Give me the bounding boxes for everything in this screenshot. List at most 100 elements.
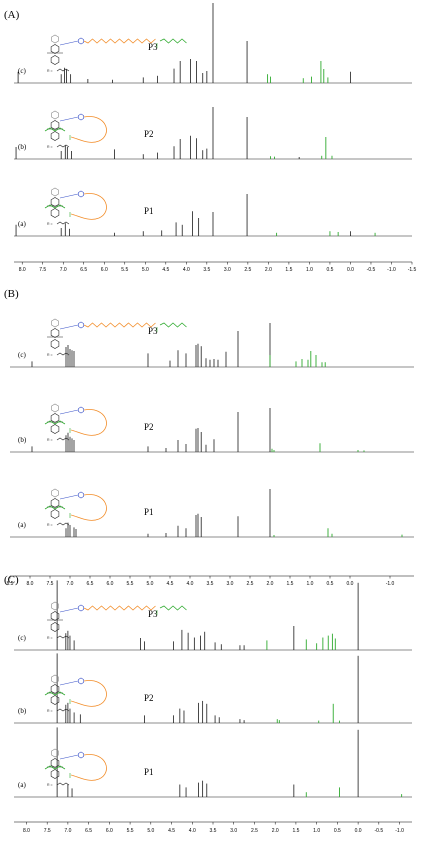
x-tick-label: 6.5 [85,828,92,834]
x-tick-label: 6.5 [87,581,94,587]
x-tick-label: 8.0 [27,581,34,587]
polymer-label: P1 [144,507,154,517]
x-tick-label: 0.5 [327,581,334,587]
polymer-label: P1 [144,767,154,777]
molecule-structure: R = [47,318,187,357]
x-tick-label: 1.0 [313,828,320,834]
r-label: R = [47,783,53,787]
x-tick-label: 2.5 [247,581,254,587]
x-tick-label: 5.5 [127,828,134,834]
trace-a: (a) P1 R = [14,187,412,237]
x-axis: 8.5 8.0 7.5 7.0 6.5 6.0 5.5 5.0 4.5 4.0 3.5 3.0 2.5 2… [7,575,414,587]
trace-label: (a) [18,521,26,529]
x-tick-label: 7.5 [44,828,51,834]
x-tick-label: 2.5 [244,267,251,273]
x-tick-label: 3.5 [210,828,217,834]
r-label: R = [47,353,53,357]
molecule-structure: R = [44,488,107,527]
panel-label: (A) [4,9,20,21]
trace-label: (b) [18,143,27,151]
trace-label: (c) [18,351,26,359]
r-label: R = [47,222,53,226]
polymer-label: P2 [144,422,154,432]
x-tick-label: 4.0 [189,828,196,834]
molecule-structure: R = [47,601,187,640]
polymer-label: P2 [144,129,154,139]
r-group: R = [47,782,70,787]
r-group: R = [47,437,70,442]
x-tick-label: 5.5 [127,581,134,587]
x-tick-label: -1.0 [395,828,404,834]
x-tick-label: 7.0 [64,828,71,834]
x-tick-label: 0.0 [347,581,354,587]
x-tick-label: 3.0 [227,581,234,587]
x-tick-label: 5.0 [147,828,154,834]
r-label: R = [47,145,53,149]
r-group: R = [47,708,70,713]
x-tick-label: -1.0 [387,267,396,273]
x-tick-label: 0.5 [334,828,341,834]
x-tick-label: -1.0 [386,581,395,587]
polymer-label: P3 [148,609,158,619]
trace-c: (c) P3 R = [14,580,412,651]
r-label: R = [47,523,53,527]
x-tick-label: 5.0 [147,581,154,587]
r-label: R = [47,636,53,640]
polymer-label: P2 [144,693,154,703]
x-tick-label: 4.0 [187,581,194,587]
x-tick-label: 2.0 [265,267,272,273]
x-tick-label: 4.5 [167,581,174,587]
x-tick-label: 4.5 [162,267,169,273]
trace-c: (c) P3 R = [14,3,412,84]
polymer-label: P3 [148,326,158,336]
r-group: R = [47,144,70,149]
x-tick-label: 1.5 [292,828,299,834]
x-tick-label: 0.0 [355,828,362,834]
panel-a: (A) (c) P3 R = (b) P2 R = (a) P1 R = 8.0 7.5 7.0 6.5 6… [4,3,417,273]
x-tick-label: 5.0 [142,267,149,273]
x-tick-label: -1.5 [408,267,417,273]
trace-b: (b) P2 R = [14,107,412,160]
trace-b: (b) P2 R = [14,653,412,724]
trace-label: (c) [18,67,26,75]
x-tick-label: 6.0 [101,267,108,273]
x-tick-label: 6.0 [106,828,113,834]
x-tick-label: -0.5 [375,828,384,834]
molecule-structure: R = [47,34,187,73]
r-group: R = [47,221,70,226]
x-tick-label: 3.0 [230,828,237,834]
x-tick-label: 7.5 [39,267,46,273]
x-tick-label: 5.5 [121,267,128,273]
trace-b: (b) P2 R = [10,403,414,453]
x-tick-label: 1.0 [306,267,313,273]
x-tick-label: 1.5 [285,267,292,273]
trace-label: (a) [18,220,26,228]
molecule-structure: R = [44,110,107,149]
r-label: R = [47,709,53,713]
x-axis: 8.0 7.5 7.0 6.5 6.0 5.5 5.0 4.5 4.0 3.5 3.0 2.5 2.0 1… [14,261,417,273]
x-tick-label: 7.5 [47,581,54,587]
x-tick-label: 8.0 [23,828,30,834]
x-tick-label: 8.0 [19,267,26,273]
molecule-structure: R = [44,187,107,226]
x-tick-label: 3.5 [207,581,214,587]
molecule-structure: R = [44,403,107,442]
r-group: R = [47,635,70,640]
trace-label: (c) [18,634,26,642]
r-label: R = [47,438,53,442]
panel-c: (C) (c) P3 R = (b) P2 R = (a) P1 R = 8.0 7.5 7.0 6.5 6… [4,574,412,834]
x-axis: 8.0 7.5 7.0 6.5 6.0 5.5 5.0 4.5 4.0 3.5 3.0 2.5 2.0 1… [14,821,412,834]
x-tick-label: 2.5 [251,828,258,834]
trace-c: (c) P3 R = [10,318,414,368]
x-tick-label: 4.0 [183,267,190,273]
x-tick-label: 6.0 [107,581,114,587]
x-tick-label: 4.5 [168,828,175,834]
x-tick-label: 1.5 [287,581,294,587]
x-tick-label: 6.5 [80,267,87,273]
x-tick-label: 7.0 [67,581,74,587]
r-group: R = [47,352,70,357]
x-tick-label: 0.0 [347,267,354,273]
x-tick-label: 8.5 [7,581,14,587]
trace-label: (a) [18,781,26,789]
x-tick-label: 1.0 [307,581,314,587]
